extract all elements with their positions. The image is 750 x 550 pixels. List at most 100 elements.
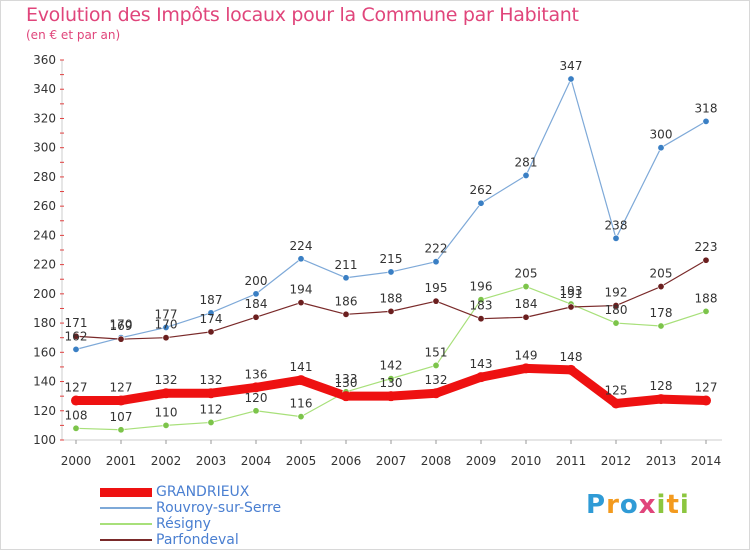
data-label: 223: [695, 240, 718, 254]
data-label: 192: [605, 286, 628, 300]
data-label: 184: [515, 297, 538, 311]
x-tick-label: 2009: [466, 454, 497, 468]
x-tick-label: 2007: [376, 454, 407, 468]
data-point: [612, 234, 620, 242]
data-point: [657, 144, 665, 152]
data-label: 132: [200, 373, 223, 387]
series-points: [71, 75, 711, 434]
data-label: 127: [65, 381, 88, 395]
legend-item: Parfondeval: [100, 532, 340, 548]
data-label: 318: [695, 101, 718, 115]
data-label: 177: [155, 307, 178, 321]
data-label: 130: [335, 376, 358, 390]
legend-swatch: [100, 539, 152, 541]
data-point: [567, 75, 575, 83]
data-label: 183: [470, 299, 493, 313]
data-point: [522, 313, 530, 321]
data-label: 281: [515, 155, 538, 169]
data-point: [477, 199, 485, 207]
data-label: 193: [560, 284, 583, 298]
data-point: [612, 319, 620, 327]
data-point: [656, 394, 666, 405]
data-point: [252, 313, 260, 321]
data-label: 184: [245, 297, 268, 311]
data-label: 110: [155, 405, 178, 419]
x-tick-label: 2005: [286, 454, 317, 468]
legend-label: GRANDRIEUX: [156, 484, 250, 500]
logo-letter: o: [619, 490, 639, 520]
x-tick-label: 2012: [601, 454, 632, 468]
data-point: [477, 296, 485, 304]
data-point: [116, 395, 126, 406]
data-point: [567, 303, 575, 311]
x-tick-label: 2008: [421, 454, 452, 468]
data-label: 148: [560, 350, 583, 364]
logo-letter: r: [606, 490, 620, 520]
data-point: [341, 391, 351, 402]
data-point: [162, 334, 170, 342]
data-point: [432, 297, 440, 305]
data-point: [297, 255, 305, 263]
y-tick-label: 180: [33, 316, 56, 330]
legend-item: Rouvroy-sur-Serre: [100, 500, 340, 516]
data-label: 205: [650, 267, 673, 281]
data-label: 141: [290, 360, 313, 374]
data-label: 116: [290, 397, 313, 411]
proxiti-logo: Proxiti: [586, 490, 690, 520]
data-point: [387, 375, 395, 383]
data-label: 108: [65, 408, 88, 422]
data-label: 107: [110, 410, 133, 424]
logo-letter: t: [666, 490, 680, 520]
x-tick-label: 2002: [151, 454, 182, 468]
data-label: 171: [65, 316, 88, 330]
y-tick-label: 340: [33, 82, 56, 96]
data-point: [431, 388, 441, 399]
y-tick-label: 320: [33, 111, 56, 125]
data-label: 143: [470, 357, 493, 371]
data-label: 224: [290, 239, 313, 253]
y-tick-label: 120: [33, 404, 56, 418]
logo-letter: i: [656, 490, 667, 520]
data-point: [432, 258, 440, 266]
data-point: [702, 117, 710, 125]
data-point: [657, 283, 665, 291]
y-tick-label: 260: [33, 199, 56, 213]
data-point: [117, 426, 125, 434]
chart-title: Evolution des Impôts locaux pour la Comm…: [26, 4, 579, 26]
y-tick-label: 200: [33, 287, 56, 301]
data-label: 142: [380, 359, 403, 373]
data-point: [476, 372, 486, 383]
data-label: 120: [245, 391, 268, 405]
data-label: 200: [245, 274, 268, 288]
data-point: [702, 307, 710, 315]
legend-swatch: [100, 487, 152, 497]
y-tick-label: 160: [33, 345, 56, 359]
x-tick-label: 2013: [646, 454, 677, 468]
data-label: 174: [200, 312, 223, 326]
data-point: [297, 299, 305, 307]
data-point: [117, 335, 125, 343]
data-label: 262: [470, 183, 493, 197]
data-label: 195: [425, 281, 448, 295]
x-tick-label: 2006: [331, 454, 362, 468]
legend-swatch: [100, 523, 152, 525]
data-label: 127: [110, 381, 133, 395]
data-label: 125: [605, 383, 628, 397]
data-point: [477, 315, 485, 323]
y-tick-label: 220: [33, 258, 56, 272]
data-point: [387, 307, 395, 315]
data-point: [387, 268, 395, 276]
data-label: 170: [110, 318, 133, 332]
data-label: 162: [65, 329, 88, 343]
data-point: [701, 395, 711, 406]
data-label: 136: [245, 367, 268, 381]
data-label: 186: [335, 294, 358, 308]
data-point: [161, 388, 171, 399]
data-label: 222: [425, 242, 448, 256]
x-tick-label: 2010: [511, 454, 542, 468]
data-point: [522, 171, 530, 179]
data-point: [342, 274, 350, 282]
data-label: 178: [650, 306, 673, 320]
legend-item: GRANDRIEUX: [100, 484, 340, 500]
